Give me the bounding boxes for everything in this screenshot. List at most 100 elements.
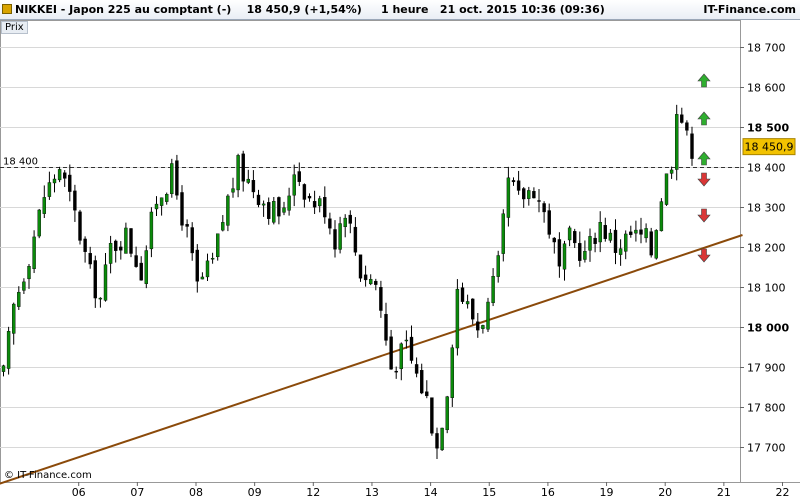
candle-body bbox=[547, 210, 551, 235]
candle-body bbox=[200, 276, 205, 280]
candle-body bbox=[328, 218, 332, 229]
candle-body bbox=[471, 298, 475, 320]
candle-body bbox=[88, 253, 92, 265]
candle-body bbox=[11, 303, 16, 334]
candle-body bbox=[323, 197, 327, 218]
candle-body bbox=[73, 190, 77, 211]
candle-body bbox=[78, 211, 82, 241]
candle-body bbox=[267, 202, 271, 219]
candle-body bbox=[522, 188, 526, 200]
x-tick-label: 19 bbox=[600, 486, 614, 499]
x-tick-label: 12 bbox=[306, 486, 320, 499]
y-tick-label: 18 400 bbox=[747, 162, 786, 175]
candle-body bbox=[312, 201, 317, 208]
candle-body bbox=[287, 195, 291, 211]
x-tick-label: 20 bbox=[658, 486, 672, 499]
candle-body bbox=[527, 190, 531, 199]
candle-body bbox=[384, 313, 388, 341]
candle-body bbox=[205, 260, 210, 278]
brand-name: IT-Finance.com bbox=[703, 3, 796, 16]
candle-body bbox=[634, 229, 638, 234]
y-tick-label: 18 100 bbox=[747, 282, 786, 295]
candle-body bbox=[348, 214, 352, 224]
candle-body bbox=[583, 251, 587, 260]
candle-body bbox=[460, 287, 465, 302]
candle-body bbox=[231, 188, 235, 193]
candle-body bbox=[644, 228, 648, 239]
signal-arrows bbox=[697, 73, 711, 263]
candle-body bbox=[353, 226, 358, 253]
candle-body bbox=[481, 325, 485, 329]
candle-body bbox=[690, 133, 694, 159]
candle-body bbox=[404, 339, 409, 342]
candle-body bbox=[669, 169, 674, 174]
candle-body bbox=[629, 231, 633, 235]
candle-body bbox=[17, 291, 21, 307]
candle-body bbox=[588, 236, 592, 251]
candle-body bbox=[124, 227, 128, 254]
arrow-down-icon bbox=[697, 172, 711, 187]
current-price-badge bbox=[742, 138, 796, 156]
candle-body bbox=[618, 248, 623, 255]
candle-body bbox=[420, 370, 424, 394]
candle-body bbox=[256, 194, 261, 206]
candle-body bbox=[455, 288, 460, 349]
chart-title-bar: NIKKEI - Japon 225 au comptant (-) 18 45… bbox=[0, 0, 800, 20]
candle-body bbox=[379, 287, 383, 311]
candle-body bbox=[476, 321, 480, 331]
candle-body bbox=[552, 237, 556, 243]
candle-body bbox=[68, 174, 72, 192]
candle-body bbox=[6, 331, 11, 369]
candle-body bbox=[613, 229, 618, 253]
candle-body bbox=[190, 227, 194, 254]
candle-body bbox=[215, 233, 220, 258]
candle-body bbox=[292, 174, 296, 196]
candle-body bbox=[363, 274, 368, 281]
candle-body bbox=[236, 155, 240, 191]
current-price-label: 18 450,9 bbox=[745, 141, 794, 154]
trendline-layer bbox=[0, 234, 743, 485]
price-panel-label: Prix bbox=[1, 21, 28, 34]
candle-body bbox=[680, 114, 684, 123]
y-tick-label: 18 600 bbox=[747, 82, 786, 95]
candle-body bbox=[246, 178, 251, 183]
candle-body bbox=[435, 433, 439, 449]
candle-body bbox=[486, 301, 490, 330]
x-tick-label: 16 bbox=[541, 486, 555, 499]
x-tick-label: 06 bbox=[72, 486, 86, 499]
candle-body bbox=[32, 236, 36, 270]
candle-body bbox=[1, 365, 6, 372]
y-tick-label: 18 700 bbox=[747, 42, 786, 55]
candle-body bbox=[608, 232, 613, 241]
x-tick-label: 09 bbox=[248, 486, 262, 499]
candle-body bbox=[154, 203, 159, 210]
candle-body bbox=[134, 255, 138, 267]
x-tick-label: 13 bbox=[365, 486, 379, 499]
candle-body bbox=[241, 153, 245, 182]
candle-body bbox=[440, 427, 444, 451]
candle-body bbox=[272, 201, 276, 223]
candle-body bbox=[506, 177, 511, 218]
candle-body bbox=[491, 275, 495, 304]
trendline bbox=[0, 234, 743, 485]
candle-body bbox=[98, 297, 103, 300]
candle-body bbox=[139, 262, 143, 281]
candle-body bbox=[409, 336, 414, 361]
candle-body bbox=[175, 160, 179, 196]
candle-body bbox=[277, 197, 281, 217]
candle-body bbox=[210, 257, 215, 260]
y-tick-label: 17 900 bbox=[747, 362, 786, 375]
candle-body bbox=[465, 301, 470, 305]
candles-layer bbox=[1, 104, 694, 459]
x-tick-label: 14 bbox=[424, 486, 438, 499]
arrow-down-icon bbox=[697, 208, 711, 223]
candle-body bbox=[399, 343, 403, 370]
candle-body bbox=[445, 396, 449, 431]
candle-body bbox=[83, 238, 87, 252]
candle-body bbox=[27, 266, 31, 280]
candle-body bbox=[195, 249, 200, 282]
candle-body bbox=[57, 169, 62, 181]
reference-line-layer: 18 400 bbox=[0, 157, 740, 168]
candle-body bbox=[282, 207, 286, 213]
candle-body bbox=[675, 114, 679, 170]
